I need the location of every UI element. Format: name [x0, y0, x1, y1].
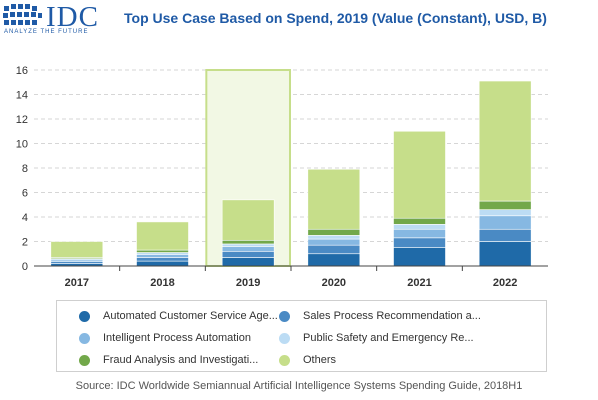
x-tick-label: 2018 [150, 277, 174, 289]
y-tick-label: 2 [22, 237, 28, 249]
legend-swatch [79, 354, 90, 366]
source-note: Source: IDC Worldwide Semiannual Artific… [75, 380, 523, 392]
bar-segment [478, 200, 532, 210]
bar-segment [221, 257, 275, 267]
x-tick-label: 2020 [322, 277, 346, 289]
bar-segment [136, 257, 189, 262]
globe-icon [3, 4, 42, 25]
bar-segment [307, 235, 361, 240]
y-tick-label: 4 [22, 212, 28, 224]
bar-segment [478, 241, 532, 267]
bar-segment [50, 241, 104, 258]
bar-segment [307, 253, 361, 267]
bar-segment [221, 239, 275, 245]
y-tick-label: 8 [22, 163, 28, 175]
legend-item[interactable]: Public Safety and Emergency Re... [279, 330, 474, 346]
bar-segment [221, 251, 275, 258]
y-tick-label: 16 [16, 65, 28, 77]
legend-item[interactable]: Fraud Analysis and Investigati... [79, 352, 258, 368]
bar-segment [221, 243, 275, 247]
bar-segment [393, 217, 446, 225]
legend-swatch [279, 332, 290, 344]
x-tick-label: 2021 [407, 277, 431, 289]
legend-label: Public Safety and Emergency Re... [303, 332, 474, 344]
legend-item[interactable]: Sales Process Recommendation a... [279, 308, 481, 324]
y-tick-label: 0 [22, 261, 28, 273]
legend-item[interactable]: Automated Customer Service Age... [79, 308, 278, 324]
legend: Automated Customer Service Age... Sales P… [56, 300, 547, 372]
legend-swatch [279, 354, 290, 366]
bar-segment [307, 228, 361, 236]
bar-segment [478, 209, 532, 217]
legend-item[interactable]: Intelligent Process Automation [79, 330, 251, 346]
bar-segment [136, 221, 189, 251]
bar-chart: 0 2 4 6 8 10 12 14 16 2017 2018 2019 2020 2021 2022 [16, 65, 548, 289]
bar-segment [307, 244, 361, 255]
bar-segment [393, 224, 446, 230]
logo-tagline: ANALYZE THE FUTURE [4, 29, 89, 35]
idc-logo: IDC ANALYZE THE FUTURE [2, 2, 106, 36]
bar-segment [478, 215, 532, 230]
bar-segment [136, 260, 189, 267]
legend-swatch [79, 332, 90, 344]
x-tick-label: 2017 [65, 277, 89, 289]
x-tick-label: 2019 [236, 277, 260, 289]
y-tick-label: 12 [16, 114, 28, 126]
bar-segment [393, 247, 446, 267]
legend-swatch [79, 310, 90, 322]
legend-swatch [279, 310, 290, 322]
bar-segment [307, 238, 361, 246]
legend-label: Fraud Analysis and Investigati... [103, 354, 259, 366]
bar-segment [307, 168, 361, 230]
y-tick-label: 6 [22, 188, 28, 200]
legend-label: Others [303, 354, 337, 366]
bar-segment [136, 254, 189, 258]
legend-item[interactable]: Others [279, 352, 336, 368]
bar-segment [221, 246, 275, 252]
bar-segment [478, 228, 532, 242]
bar-segment [393, 228, 446, 239]
bar-segment [393, 237, 446, 248]
bar-segment [136, 249, 189, 253]
bar-segment [393, 130, 446, 219]
logo-wordmark: IDC [46, 1, 99, 33]
x-tick-label: 2022 [493, 277, 517, 289]
legend-label: Sales Process Recommendation a... [303, 310, 481, 322]
legend-label: Intelligent Process Automation [103, 332, 251, 344]
y-tick-label: 10 [16, 139, 28, 151]
legend-label: Automated Customer Service Age... [103, 310, 278, 322]
bar-segment [478, 80, 532, 202]
bar-segment [221, 199, 275, 241]
y-tick-label: 14 [16, 90, 28, 102]
chart-title: Top Use Case Based on Spend, 2019 (Value… [124, 10, 547, 26]
